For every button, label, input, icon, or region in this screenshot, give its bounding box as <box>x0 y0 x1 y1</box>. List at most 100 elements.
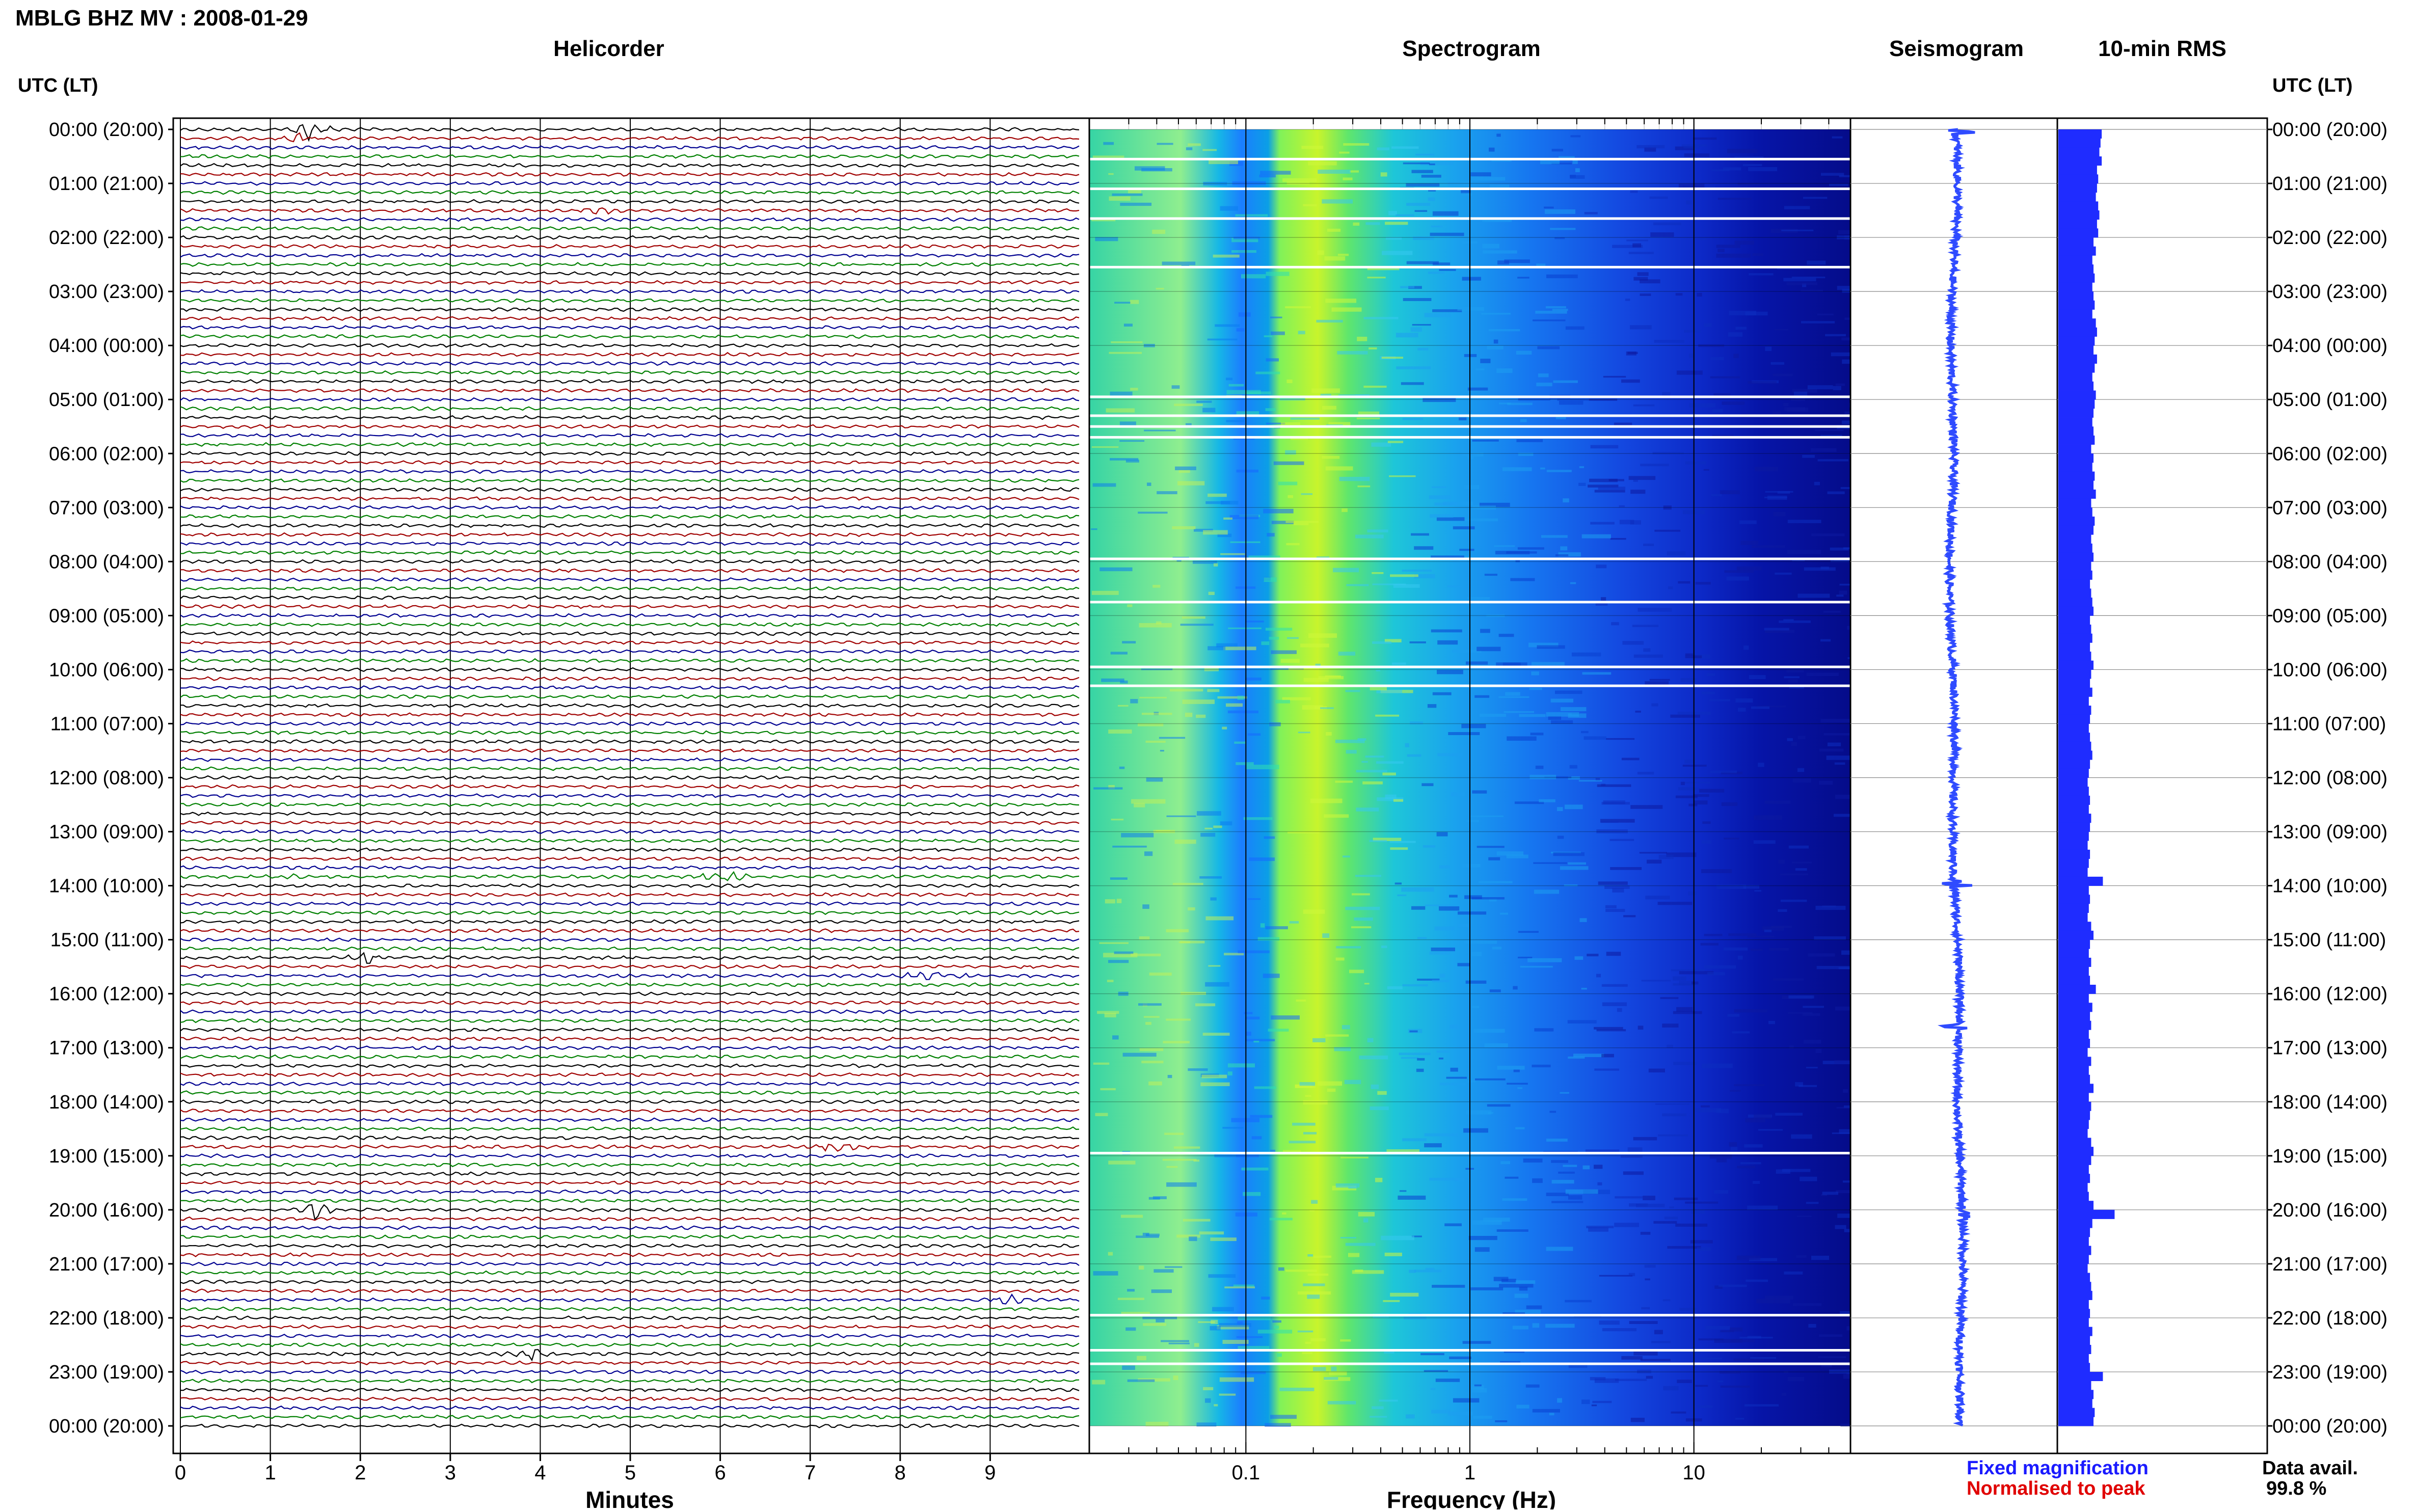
spectrogram-cell <box>1515 1127 1525 1129</box>
hour-label-left: 18:00 (14:00) <box>49 1092 164 1113</box>
spectrogram-cell <box>1579 466 1584 468</box>
spectrogram-cell <box>1428 197 1435 201</box>
spectrogram-cell <box>1690 1240 1713 1244</box>
helicorder-trace-row <box>180 982 1080 987</box>
spectrogram-cell <box>1600 819 1635 823</box>
spectrogram-cell <box>1675 795 1698 798</box>
spectrogram-cell <box>1836 1106 1853 1109</box>
spectrogram-cell <box>1275 699 1290 704</box>
spectrogram-cell <box>1734 1084 1765 1087</box>
spectrogram-cell <box>1514 1293 1528 1298</box>
spectrogram-cell <box>1228 627 1262 629</box>
spectrogram-cell <box>1372 641 1392 644</box>
spectrogram-cell <box>1774 329 1788 331</box>
spectrogram-cell <box>1711 494 1722 497</box>
rms-bar <box>2058 939 2090 949</box>
data-avail-label: Data avail. <box>2262 1457 2358 1479</box>
helicorder-trace-row <box>180 1198 1080 1203</box>
spectrogram-cell <box>1274 1326 1279 1329</box>
spectrogram-cell <box>1120 202 1152 206</box>
spectrogram-cell <box>1358 411 1380 416</box>
spectrogram-cell <box>1688 803 1698 806</box>
spectrogram-cell <box>1671 1411 1686 1414</box>
spectrogram-cell <box>1437 753 1463 757</box>
spectrogram-cell <box>1417 979 1440 981</box>
spectrogram-cell <box>1267 533 1275 537</box>
helicorder-title: Helicorder <box>553 36 664 61</box>
spectrogram-cell <box>1234 741 1246 744</box>
spectrogram-cell <box>1621 1356 1643 1360</box>
spectrogram-cell <box>1424 313 1452 317</box>
hour-label-right: 07:00 (03:00) <box>2272 497 2387 519</box>
spectrogram-cell <box>1505 692 1520 696</box>
spectrogram-cell <box>1380 172 1387 177</box>
spectrogram-cell <box>1730 1090 1741 1092</box>
spectrogram-cell <box>1457 963 1470 966</box>
helicorder-trace-row <box>180 505 1080 510</box>
spectrogram-cell <box>1529 687 1542 690</box>
minute-tick-label: 5 <box>625 1462 636 1484</box>
spectrogram-cell <box>1386 237 1402 240</box>
rms-bar <box>2058 1282 2091 1291</box>
spectrogram-cell <box>1352 893 1370 896</box>
spectrogram-cell <box>1359 1056 1388 1060</box>
spectrogram-cell <box>1676 370 1703 375</box>
helicorder-trace-row <box>180 1379 1080 1384</box>
spectrogram-cell <box>1558 1171 1575 1174</box>
spectrogram-cell <box>1298 732 1310 734</box>
spectrogram-cell <box>1801 289 1823 292</box>
spectrogram-cell <box>1196 714 1206 718</box>
spectrogram-cell <box>1623 1171 1644 1175</box>
rms-bar <box>2058 615 2090 625</box>
spectrogram-cell <box>1245 678 1262 681</box>
spectrogram-cell <box>1753 840 1776 844</box>
rms-bar <box>2058 660 2094 670</box>
spectrogram-cell <box>1551 163 1572 165</box>
spectrogram-cell <box>1108 173 1114 175</box>
spectrogram-cell <box>1581 534 1611 538</box>
spectrogram-cell <box>1657 902 1693 905</box>
rms-bar <box>2058 1317 2089 1327</box>
spectrogram-cell <box>1210 1326 1221 1331</box>
spectrogram-cell <box>1408 286 1422 289</box>
spectrogram-cell <box>1561 707 1587 711</box>
spectrogram-cell <box>1494 545 1515 547</box>
helicorder-trace-row <box>180 262 1080 267</box>
spectrogram-cell <box>1802 455 1815 458</box>
helicorder-trace-row <box>180 388 1080 393</box>
rms-bar <box>2058 1147 2094 1156</box>
spectrogram-cell <box>1231 250 1256 253</box>
spectrogram-cell <box>1390 847 1408 850</box>
hour-label-left: 14:00 (10:00) <box>49 876 164 897</box>
spectrogram-cell <box>1332 1185 1357 1191</box>
spectrogram-cell <box>1749 1258 1778 1261</box>
spectrogram-cell <box>1756 706 1786 708</box>
spectrogram-cell <box>1202 1033 1230 1036</box>
spectrogram-cell <box>1431 555 1464 558</box>
rms-bar <box>2058 804 2089 814</box>
spectrogram-cell <box>1165 1266 1183 1268</box>
helicorder-trace-row <box>180 811 1080 816</box>
helicorder-trace-row <box>180 154 1080 159</box>
spectrogram-cell <box>1477 646 1501 652</box>
spectrogram-cell <box>1559 400 1584 405</box>
spectrogram-cell <box>1530 774 1557 779</box>
spectrogram-cell <box>1325 1034 1349 1037</box>
spectrogram-cell <box>1803 1040 1821 1044</box>
spectrogram-cell <box>1786 669 1804 672</box>
helicorder-trace-row <box>180 1171 1080 1176</box>
spectrogram-cell <box>1735 698 1753 703</box>
helicorder-trace-row <box>180 712 1080 717</box>
spectrogram-cell <box>1555 554 1569 557</box>
spectrogram-cell <box>1137 723 1164 726</box>
spectrogram-cell <box>1337 350 1368 355</box>
spectrogram-cell <box>1236 328 1245 332</box>
spectrogram-cell <box>1498 696 1530 698</box>
spectrogram-cell <box>1784 676 1800 679</box>
spectrogram-cell <box>1251 1136 1262 1140</box>
spectrogram-cell <box>1421 175 1441 178</box>
spectrogram-cell <box>1338 652 1356 656</box>
hour-label-left: 12:00 (08:00) <box>49 768 164 789</box>
spectrogram-cell <box>1450 1067 1458 1072</box>
spectrogram-cell <box>1746 1279 1768 1282</box>
